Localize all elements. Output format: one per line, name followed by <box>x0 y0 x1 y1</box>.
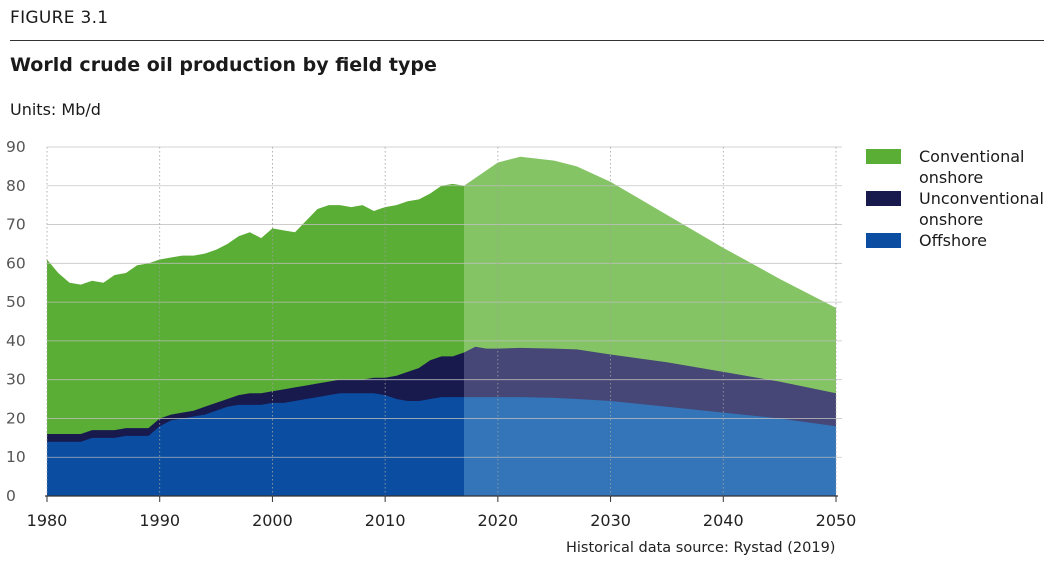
header-rule <box>10 40 1044 41</box>
y-tick-label: 20 <box>6 409 26 427</box>
y-tick-label: 60 <box>6 254 26 272</box>
y-tick-label: 40 <box>6 332 26 350</box>
legend-label-offshore: Offshore <box>919 231 987 250</box>
y-tick-label: 50 <box>6 293 26 311</box>
y-tick-label: 10 <box>6 448 26 466</box>
y-tick-label: 70 <box>6 216 26 234</box>
y-tick-label: 80 <box>6 177 26 195</box>
legend-swatch-unconventional <box>866 191 901 206</box>
legend-item-conventional: Conventional onshore <box>866 146 1052 187</box>
legend-swatch-conventional <box>866 149 901 164</box>
y-tick-label: 0 <box>6 487 16 505</box>
legend-swatch-offshore <box>866 233 901 248</box>
historical-areas <box>47 183 465 496</box>
x-tick-label: 2000 <box>252 511 293 530</box>
x-tick-label: 2050 <box>816 511 857 530</box>
area-offshore-projection <box>464 397 836 496</box>
legend-label-unconventional: Unconventional onshore <box>919 189 1044 229</box>
legend-label-conventional: Conventional onshore <box>919 147 1025 187</box>
x-tick-label: 2040 <box>703 511 744 530</box>
x-tick-label: 1980 <box>27 511 68 530</box>
gridlines <box>46 146 842 496</box>
x-tick-label: 2030 <box>590 511 631 530</box>
x-tick-label: 2010 <box>365 511 406 530</box>
y-tick-label: 30 <box>6 371 26 389</box>
x-tick-label: 2020 <box>477 511 518 530</box>
legend: Conventional onshore Unconventional onsh… <box>866 146 1052 272</box>
chart-title: World crude oil production by field type <box>10 54 437 76</box>
y-tick-label: 90 <box>6 138 26 156</box>
x-tick-label: 1990 <box>139 511 180 530</box>
data-source-note: Historical data source: Rystad (2019) <box>566 540 836 556</box>
projected-areas <box>464 156 836 496</box>
figure-label: FIGURE 3.1 <box>10 8 109 28</box>
legend-item-offshore: Offshore <box>866 230 1052 260</box>
units-label: Units: Mb/d <box>10 100 101 119</box>
area-offshore-historical <box>47 393 465 496</box>
legend-item-unconventional: Unconventional onshore <box>866 188 1052 229</box>
